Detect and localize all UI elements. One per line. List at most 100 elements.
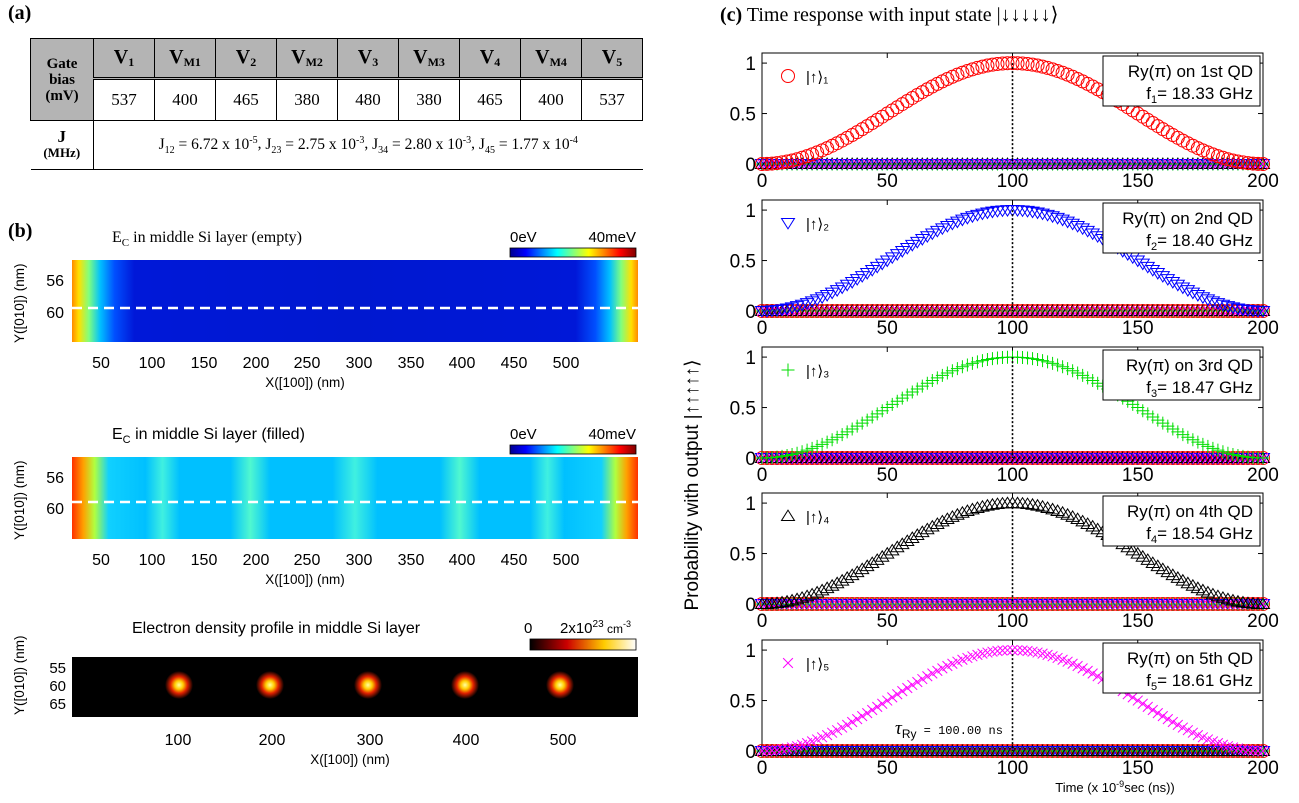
data-point <box>970 501 985 513</box>
panel-c-figure: Probability with output |↑↑↑↑↑⟩ Time (x … <box>682 52 1279 795</box>
legend-marker <box>781 363 795 377</box>
data-point <box>905 385 919 399</box>
data-point <box>1035 59 1050 74</box>
data-point <box>800 443 814 457</box>
svg-text:350: 350 <box>398 552 425 569</box>
data-point <box>980 498 995 511</box>
data-point <box>889 540 905 553</box>
data-point <box>1040 501 1055 513</box>
data-point <box>790 152 805 167</box>
data-point <box>1162 713 1174 725</box>
xtick-label: 150 <box>1122 465 1154 486</box>
data-point <box>855 416 869 430</box>
data-point <box>1005 56 1020 71</box>
data-point <box>1021 351 1035 365</box>
data-point <box>755 157 769 171</box>
data-point <box>970 209 985 222</box>
data-point <box>1091 376 1105 390</box>
data-point <box>785 153 800 168</box>
legend-label: |↑⟩₃ <box>806 363 829 380</box>
data-point <box>1211 443 1225 457</box>
j23: J23 = 2.75 x 10-3 <box>265 134 365 156</box>
data-point <box>1152 707 1164 719</box>
data-point <box>1137 698 1148 709</box>
mv-header-word: (mV) <box>45 87 79 104</box>
data-point <box>884 543 900 556</box>
map1-ytick-56: 56 <box>46 273 64 290</box>
map2-title: EC in middle Si layer (filled) <box>112 426 305 446</box>
data-point <box>766 745 778 756</box>
data-point <box>1000 56 1015 71</box>
data-point <box>1061 362 1075 376</box>
data-point <box>1072 660 1083 672</box>
coupling-values: J12 = 6.72 x 10-5, J23 = 2.75 x 10-3, J3… <box>93 120 643 170</box>
data-point <box>1030 207 1045 220</box>
svg-text:200: 200 <box>243 355 270 372</box>
data-point <box>1215 150 1230 165</box>
ytick-label: 0 <box>745 595 756 616</box>
data-point <box>1025 206 1040 219</box>
j-header-word: J <box>57 127 67 146</box>
svg-text:300: 300 <box>346 552 373 569</box>
plot-qd4: 0 0.5 1 0 50 100 150 200 |↑⟩₄ Ry(π) on 4th QD f4= … <box>730 492 1279 632</box>
data-point <box>1046 356 1060 370</box>
data-point <box>779 303 795 316</box>
data-point <box>872 701 883 713</box>
data-point <box>1025 57 1040 72</box>
xtick-label: 50 <box>877 611 898 632</box>
data-point <box>1060 216 1076 229</box>
data-point <box>845 422 859 436</box>
data-point <box>760 156 775 171</box>
data-point <box>1147 704 1159 716</box>
data-point <box>1206 441 1220 455</box>
ytick-label: 1 <box>745 641 756 662</box>
data-point <box>761 745 773 757</box>
data-point <box>1252 745 1264 757</box>
map3-cbar-min: 0 <box>524 620 532 637</box>
map2-colorbar <box>509 444 637 455</box>
data-point <box>925 374 939 388</box>
map1-heatmap <box>72 260 638 342</box>
svg-text:400: 400 <box>453 732 480 749</box>
data-point <box>897 685 908 697</box>
data-point <box>995 56 1010 71</box>
svg-text:500: 500 <box>550 732 577 749</box>
svg-text:350: 350 <box>398 355 425 372</box>
data-point <box>1002 644 1013 656</box>
svg-text:200: 200 <box>259 732 286 749</box>
data-point <box>1020 497 1035 510</box>
data-point <box>779 594 795 607</box>
ytick-label: 0 <box>745 449 756 470</box>
data-point <box>1040 209 1055 222</box>
xtick-label: 200 <box>1247 318 1279 339</box>
map2-ylabel: Y([010]) (nm) <box>12 460 27 540</box>
data-point <box>809 585 825 598</box>
data-point <box>915 379 929 393</box>
data-point <box>1235 155 1250 170</box>
data-point <box>795 445 809 459</box>
data-point <box>1040 60 1055 75</box>
data-point <box>1135 258 1151 271</box>
xtick-label: 50 <box>877 318 898 339</box>
data-point <box>909 528 925 541</box>
data-point <box>1247 745 1259 756</box>
xtick-label: 0 <box>757 758 768 779</box>
j34: J34 = 2.80 x 10-3 <box>372 134 472 156</box>
data-point <box>1082 665 1093 677</box>
svg-text:300: 300 <box>357 732 384 749</box>
data-point <box>985 57 1000 72</box>
annotation-gate: Ry(π) on 1st QD <box>1128 62 1253 81</box>
data-point <box>910 382 924 396</box>
j45: J45 = 1.77 x 10-4 <box>478 134 578 156</box>
data-point <box>1067 658 1078 669</box>
svg-text:250: 250 <box>294 355 321 372</box>
ytick-label: 0.5 <box>730 105 756 126</box>
data-point <box>1221 446 1235 460</box>
map3-xlabel: X([100]) (nm) <box>310 752 390 767</box>
data-point <box>780 154 795 169</box>
svg-text:450: 450 <box>501 355 528 372</box>
data-point <box>1090 231 1106 244</box>
data-point <box>1195 292 1211 305</box>
data-point <box>900 388 914 402</box>
data-point <box>1216 445 1230 459</box>
